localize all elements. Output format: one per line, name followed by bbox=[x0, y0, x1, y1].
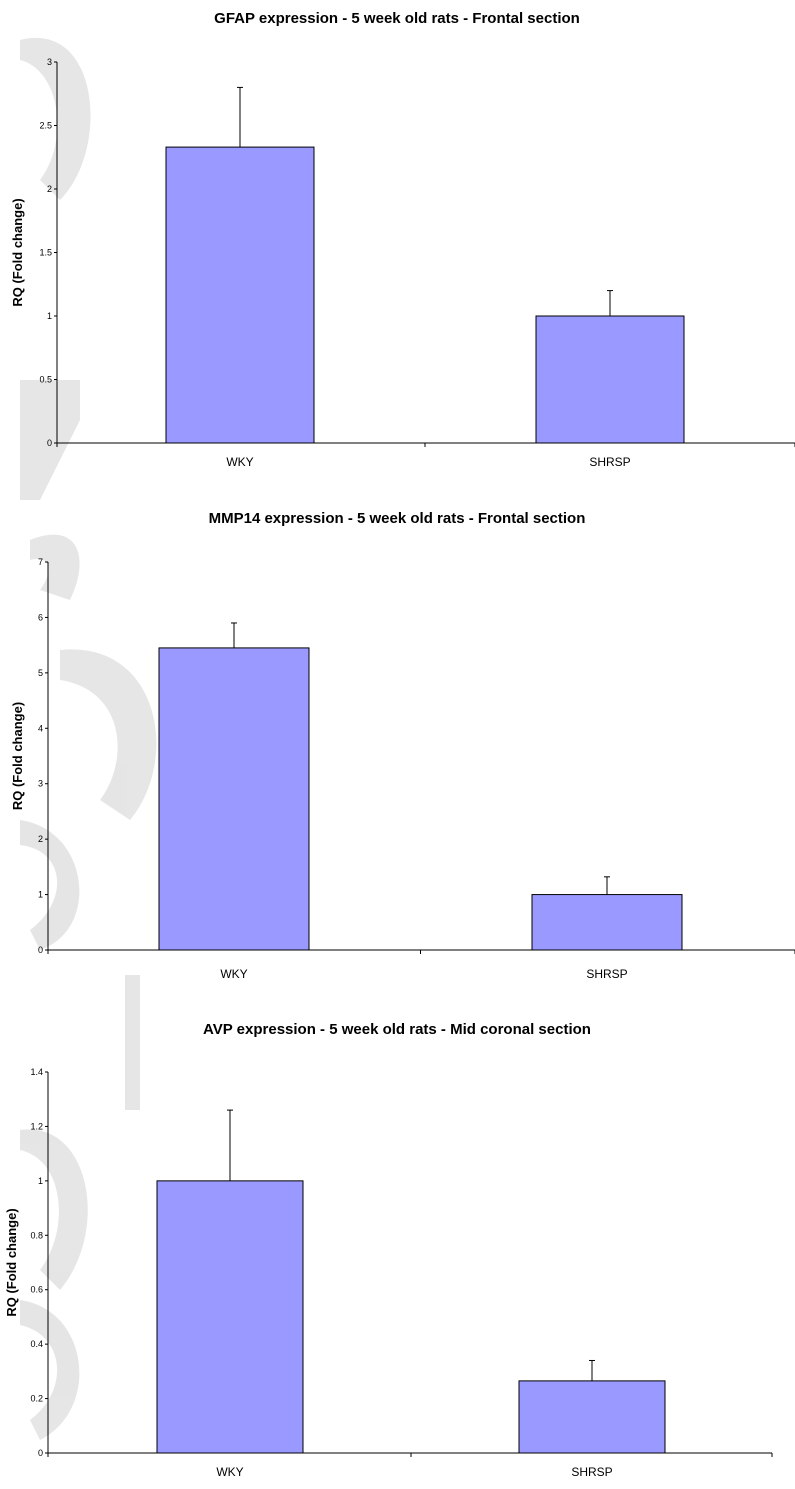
avp-y-tick-label: 1.4 bbox=[30, 1067, 43, 1077]
gfap-x-tick-label-shrsp: SHRSP bbox=[589, 455, 630, 469]
watermark-glyph-5 bbox=[20, 820, 80, 950]
mmp14-y-tick-label: 5 bbox=[38, 668, 43, 678]
avp-y-tick-label: 0 bbox=[38, 1448, 43, 1458]
mmp14-y-axis-label: RQ (Fold change) bbox=[10, 702, 25, 810]
mmp14-chart-title: MMP14 expression - 5 week old rats - Fro… bbox=[209, 510, 586, 527]
watermark-glyph-4 bbox=[60, 649, 157, 820]
watermark-glyph-8 bbox=[20, 1300, 80, 1440]
chart-mmp14: MMP14 expression - 5 week old rats - Fro… bbox=[10, 510, 795, 981]
avp-bar-wky bbox=[156, 1180, 304, 1454]
avp-y-axis-label: RQ (Fold change) bbox=[4, 1208, 19, 1316]
watermark-glyph-2 bbox=[20, 380, 80, 500]
gfap-y-axis-label: RQ (Fold change) bbox=[10, 198, 25, 306]
avp-chart-title: AVP expression - 5 week old rats - Mid c… bbox=[203, 1021, 591, 1038]
avp-x-tick-label-wky: WKY bbox=[216, 1465, 243, 1479]
gfap-y-tick-label: 1.5 bbox=[39, 248, 52, 258]
gfap-bar-shrsp bbox=[535, 315, 685, 444]
gfap-y-tick-label: 0 bbox=[47, 438, 52, 448]
mmp14-bar-shrsp bbox=[531, 894, 683, 951]
avp-y-tick-label: 0.2 bbox=[30, 1394, 43, 1404]
gfap-bar-wky bbox=[165, 146, 315, 444]
chart-avp: AVP expression - 5 week old rats - Mid c… bbox=[4, 1021, 773, 1479]
avp-y-tick-label: 0.4 bbox=[30, 1339, 43, 1349]
gfap-y-tick-label: 2.5 bbox=[39, 121, 52, 131]
mmp14-y-tick-label: 7 bbox=[38, 557, 43, 567]
avp-y-tick-label: 0.8 bbox=[30, 1230, 43, 1240]
chart-gfap: GFAP expression - 5 week old rats - Fron… bbox=[10, 10, 795, 469]
mmp14-y-tick-label: 3 bbox=[38, 779, 43, 789]
watermark-background bbox=[20, 37, 157, 1440]
gfap-chart-title: GFAP expression - 5 week old rats - Fron… bbox=[214, 10, 580, 27]
gfap-y-tick-label: 0.5 bbox=[39, 375, 52, 385]
gfap-y-tick-label: 2 bbox=[47, 184, 52, 194]
watermark-glyph-7 bbox=[20, 1129, 88, 1290]
mmp14-y-tick-label: 1 bbox=[38, 890, 43, 900]
mmp14-y-tick-label: 2 bbox=[38, 834, 43, 844]
mmp14-x-tick-label-shrsp: SHRSP bbox=[586, 967, 627, 981]
avp-bar-shrsp bbox=[518, 1380, 666, 1454]
mmp14-bar-wky bbox=[158, 647, 310, 951]
gfap-y-tick-label: 3 bbox=[47, 57, 52, 67]
mmp14-x-tick-label-wky: WKY bbox=[220, 967, 247, 981]
gfap-x-tick-label-wky: WKY bbox=[226, 455, 253, 469]
watermark-glyph-1 bbox=[20, 37, 91, 200]
mmp14-y-tick-label: 0 bbox=[38, 945, 43, 955]
watermark-glyph-6 bbox=[125, 975, 140, 1110]
avp-x-tick-label-shrsp: SHRSP bbox=[571, 1465, 612, 1479]
mmp14-y-tick-label: 4 bbox=[38, 723, 43, 733]
avp-y-tick-label: 1.2 bbox=[30, 1121, 43, 1131]
watermark-glyph-3 bbox=[30, 534, 80, 600]
avp-y-tick-label: 1 bbox=[38, 1176, 43, 1186]
mmp14-y-tick-label: 6 bbox=[38, 612, 43, 622]
gfap-y-tick-label: 1 bbox=[47, 311, 52, 321]
avp-y-tick-label: 0.6 bbox=[30, 1285, 43, 1295]
